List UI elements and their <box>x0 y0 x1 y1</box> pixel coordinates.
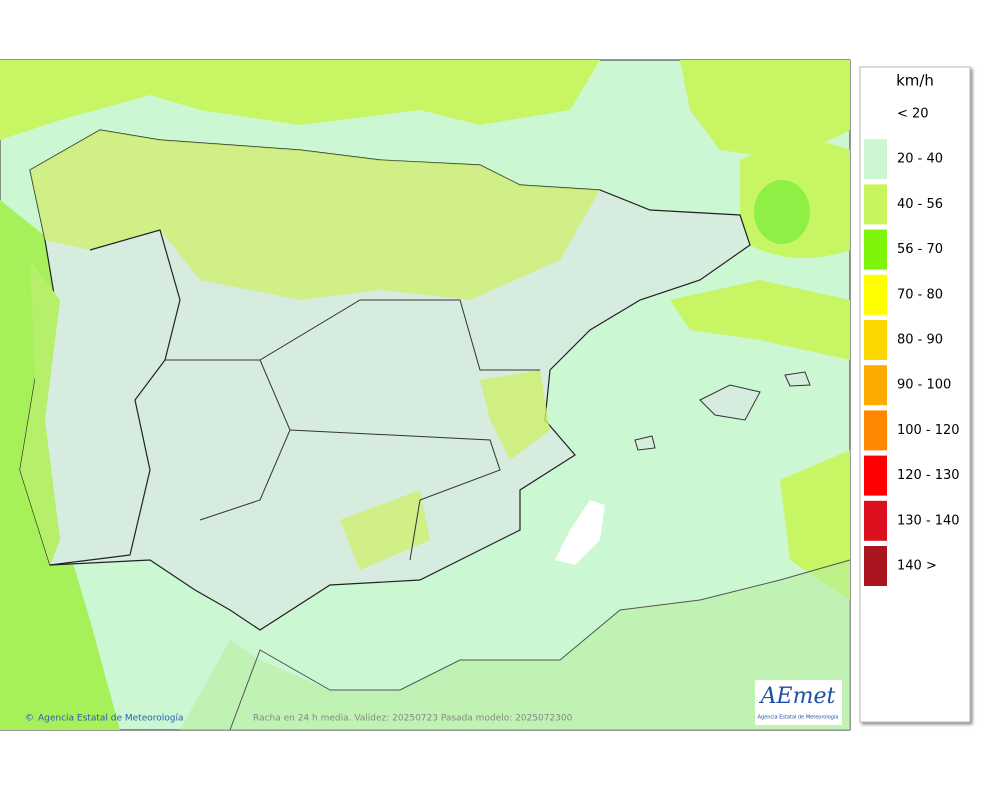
legend-swatch <box>864 274 887 315</box>
gust-zone <box>340 490 430 570</box>
logo: AEmet Agencia Estatal de Meteorología <box>755 680 842 725</box>
legend-swatch <box>864 365 887 406</box>
legend-label: < 20 <box>897 107 929 122</box>
gust-zone <box>680 60 850 160</box>
gust-zone <box>480 370 550 460</box>
legend-swatch <box>864 139 887 180</box>
gap-zone <box>555 500 605 565</box>
legend-swatch <box>864 410 887 451</box>
region-border <box>165 299 540 561</box>
island <box>699 384 761 421</box>
legend-swatch <box>864 546 887 586</box>
gust-zone <box>780 450 850 600</box>
legend-label: 80 - 90 <box>897 333 943 348</box>
gust-zone <box>754 180 810 244</box>
credit-icon: © <box>25 714 34 724</box>
gust-zone <box>0 200 120 730</box>
island <box>784 371 811 387</box>
legend: km/h < 20 20 - 40 40 - 56 56 - 70 70 - 80 80 … <box>859 66 971 723</box>
island <box>634 435 656 451</box>
legend-swatch <box>864 500 887 541</box>
legend-unit: km/h <box>896 72 934 90</box>
legend-label: 40 - 56 <box>897 197 943 212</box>
legend-label: 56 - 70 <box>897 242 943 257</box>
legend-label: 130 - 140 <box>897 513 960 528</box>
legend-label: 100 - 120 <box>897 423 960 438</box>
credit: Agencia Estatal de Meteorología <box>38 714 184 724</box>
legend-label: 140 > <box>897 559 937 574</box>
legend-label: 70 - 80 <box>897 287 943 302</box>
legend-label: 90 - 100 <box>897 378 951 393</box>
legend-label: 20 - 40 <box>897 152 943 167</box>
logo-text: AEmet <box>759 684 836 709</box>
logo-box <box>755 680 842 725</box>
legend-swatch <box>864 229 887 270</box>
gust-zone <box>0 60 600 140</box>
gust-zone <box>30 130 600 300</box>
logo-subtitle: Agencia Estatal de Meteorología <box>758 714 839 721</box>
coast <box>229 559 851 731</box>
gust-zone <box>20 260 60 565</box>
caption: Racha en 24 h media. Validez: 20250723 P… <box>253 714 573 724</box>
gust-zone <box>670 280 850 360</box>
legend-swatch <box>864 320 887 360</box>
map-area <box>0 59 851 731</box>
border <box>49 229 181 566</box>
legend-swatch <box>864 184 887 225</box>
legend-label: 120 - 130 <box>897 468 960 483</box>
legend-swatch <box>864 455 887 496</box>
